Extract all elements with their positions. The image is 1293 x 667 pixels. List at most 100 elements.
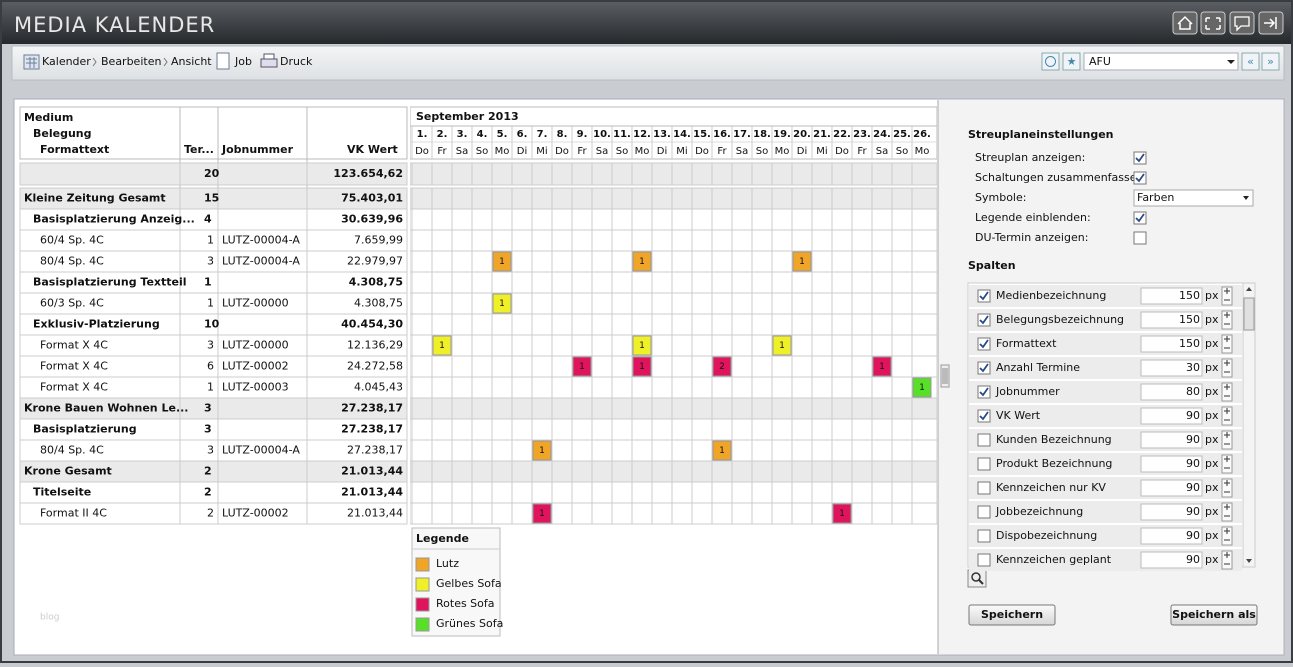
- day-number: 6.: [517, 129, 528, 140]
- cal-row-bg: [410, 460, 937, 483]
- spinner[interactable]: [1221, 382, 1233, 402]
- row-bg: [19, 162, 408, 186]
- event-marker[interactable]: [632, 356, 652, 377]
- event-marker[interactable]: [492, 251, 512, 272]
- column-checkbox[interactable]: [977, 361, 991, 375]
- column-checkbox[interactable]: [977, 481, 991, 495]
- column-checkbox[interactable]: [977, 529, 991, 543]
- event-marker[interactable]: [492, 293, 512, 314]
- event-marker[interactable]: [712, 356, 732, 377]
- splitter-grip[interactable]: [940, 364, 950, 388]
- spinner-signs: [1224, 384, 1230, 397]
- event-marker[interactable]: [572, 356, 592, 377]
- weekday: Fr: [857, 146, 867, 157]
- day-number: 14.: [673, 129, 691, 140]
- event-marker[interactable]: [872, 356, 892, 377]
- column-checkbox[interactable]: [977, 433, 991, 447]
- cal-row-bg: [410, 481, 937, 504]
- width-input[interactable]: [1140, 359, 1203, 377]
- width-input[interactable]: [1140, 383, 1203, 401]
- event-marker[interactable]: [532, 503, 552, 524]
- spinner[interactable]: [1221, 454, 1233, 474]
- width-input[interactable]: [1140, 455, 1203, 473]
- width-input[interactable]: [1140, 287, 1203, 305]
- column-checkbox[interactable]: [977, 385, 991, 399]
- weekday: Fr: [437, 146, 447, 157]
- column-label: Jobbezeichnung: [995, 505, 1083, 518]
- day-number: 1.: [417, 129, 428, 140]
- column-checkbox-mark: [979, 363, 989, 373]
- width-input[interactable]: [1140, 311, 1203, 329]
- columns-title: Spalten: [968, 259, 1016, 272]
- column-checkbox[interactable]: [977, 505, 991, 519]
- row-job: LUTZ-00002: [222, 360, 289, 373]
- event-marker[interactable]: [772, 335, 792, 356]
- svg-text:«: «: [1247, 55, 1254, 68]
- row-terms: 6: [207, 360, 214, 373]
- spinner[interactable]: [1221, 358, 1233, 378]
- width-value: 90: [1186, 457, 1200, 470]
- spinner[interactable]: [1221, 550, 1233, 570]
- option-checkbox[interactable]: [1133, 231, 1147, 245]
- width-input[interactable]: [1140, 335, 1203, 353]
- spinner-signs: [1224, 312, 1230, 325]
- column-checkbox[interactable]: [977, 289, 991, 303]
- event-marker[interactable]: [712, 440, 732, 461]
- width-input[interactable]: [1140, 551, 1203, 569]
- day-number: 3.: [457, 129, 468, 140]
- toolbar-right[interactable]: ★ « »: [1041, 52, 1280, 71]
- spinner[interactable]: [1221, 310, 1233, 330]
- spinner[interactable]: [1221, 406, 1233, 426]
- width-input[interactable]: [1140, 527, 1203, 545]
- width-unit: px: [1205, 337, 1219, 350]
- spinner[interactable]: [1221, 478, 1233, 498]
- event-marker[interactable]: [912, 377, 932, 398]
- legend-swatch: [415, 577, 430, 592]
- width-input[interactable]: [1140, 431, 1203, 449]
- weekday: Di: [517, 146, 527, 157]
- column-checkbox[interactable]: [977, 553, 991, 567]
- search-button[interactable]: [967, 569, 987, 588]
- width-input[interactable]: [1140, 479, 1203, 497]
- width-input[interactable]: [1140, 503, 1203, 521]
- spinner[interactable]: [1221, 502, 1233, 522]
- select-arrow: [1243, 196, 1249, 200]
- column-checkbox[interactable]: [977, 457, 991, 471]
- spinner-signs: [1224, 552, 1230, 565]
- column-checkbox[interactable]: [977, 337, 991, 351]
- event-marker[interactable]: [832, 503, 852, 524]
- spinner[interactable]: [1221, 430, 1233, 450]
- option-checkbox[interactable]: [1133, 171, 1147, 185]
- row-label: Basisplatzierung Textteil: [33, 276, 187, 289]
- spinner[interactable]: [1221, 526, 1233, 546]
- event-marker[interactable]: [632, 251, 652, 272]
- event-marker[interactable]: [432, 335, 452, 356]
- row-terms: 2: [204, 465, 212, 478]
- weekday: So: [896, 146, 908, 157]
- event-marker[interactable]: [632, 335, 652, 356]
- weekday: Mo: [495, 146, 510, 157]
- row-value: 12.136,29: [347, 339, 403, 352]
- event-count: 1: [639, 362, 645, 372]
- event-count: 1: [719, 446, 725, 456]
- button[interactable]: [1170, 604, 1258, 626]
- option-checkbox[interactable]: [1133, 151, 1147, 165]
- option-checkbox[interactable]: [1133, 211, 1147, 225]
- spinner[interactable]: [1221, 334, 1233, 354]
- row-terms: 3: [207, 339, 214, 352]
- day-number: 13.: [653, 129, 671, 140]
- spinner[interactable]: [1221, 286, 1233, 306]
- header-icons[interactable]: [1172, 11, 1284, 35]
- row-job: LUTZ-00003: [222, 381, 289, 394]
- column-checkbox[interactable]: [977, 313, 991, 327]
- button[interactable]: [968, 604, 1056, 626]
- event-marker[interactable]: [532, 440, 552, 461]
- event-marker[interactable]: [792, 251, 812, 272]
- scrollbar[interactable]: [1242, 282, 1256, 568]
- row-value: 27.238,17: [341, 402, 403, 415]
- column-checkbox[interactable]: [977, 409, 991, 423]
- symbol-select[interactable]: [1133, 189, 1254, 207]
- width-input[interactable]: [1140, 407, 1203, 425]
